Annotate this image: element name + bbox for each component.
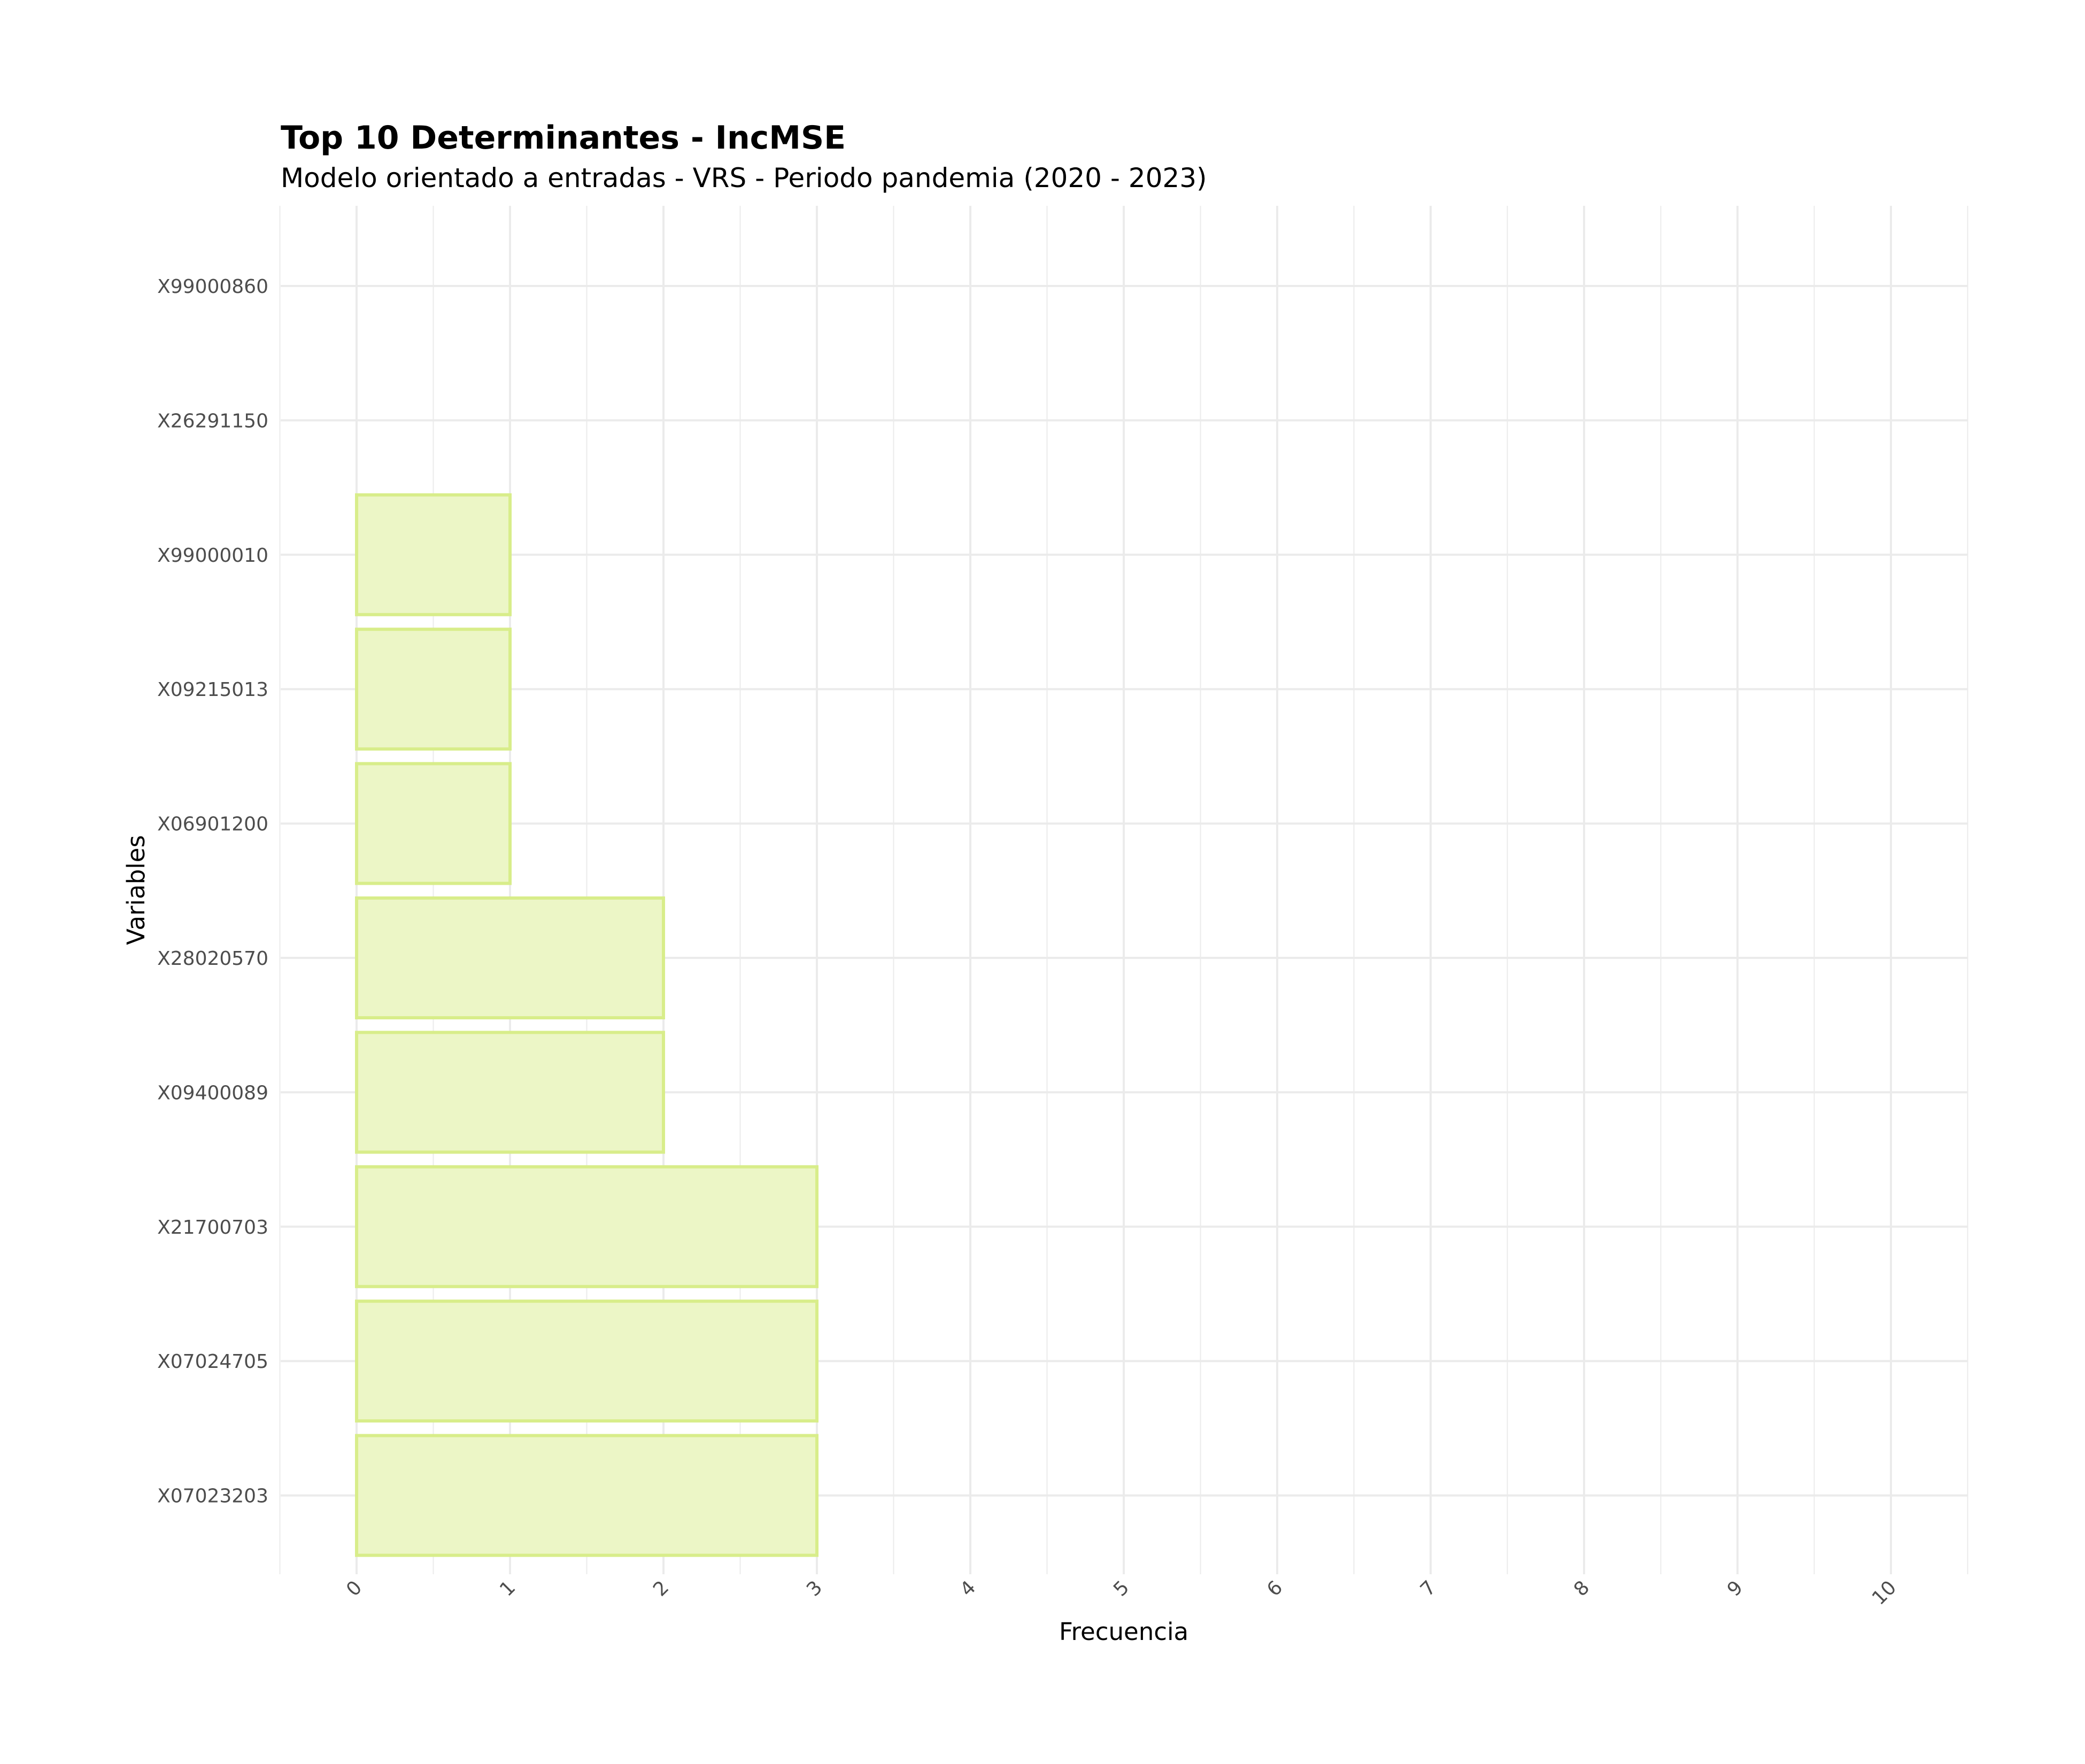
y-tick-label: X07023203 bbox=[157, 1486, 268, 1507]
y-tick-label: X99000860 bbox=[157, 276, 268, 298]
y-axis-title: Variables bbox=[122, 835, 150, 945]
bar-x07024705 bbox=[355, 1299, 818, 1423]
bar-x06901200 bbox=[355, 762, 512, 885]
bar-x99000010 bbox=[355, 493, 512, 616]
y-tick-label: X28020570 bbox=[157, 948, 268, 970]
y-tick-label: X09400089 bbox=[157, 1082, 268, 1104]
chart-subtitle: Modelo orientado a entradas - VRS - Peri… bbox=[281, 163, 1207, 194]
bar-x28020570 bbox=[355, 896, 665, 1019]
bar-x21700703 bbox=[355, 1165, 818, 1288]
x-axis-title: Frecuencia bbox=[1059, 1618, 1188, 1646]
bars bbox=[355, 493, 818, 1557]
y-tick-label: X99000010 bbox=[157, 545, 268, 567]
y-axis-tick-labels: X99000860 X26291150 X99000010 X09215013 X069… bbox=[157, 276, 268, 1507]
chart-title: Top 10 Determinantes - IncMSE bbox=[281, 119, 846, 157]
y-tick-label: X06901200 bbox=[157, 814, 268, 835]
bar-x09215013 bbox=[355, 628, 512, 751]
y-tick-label: X21700703 bbox=[157, 1217, 268, 1239]
y-tick-label: X26291150 bbox=[157, 410, 268, 432]
y-tick-label: X07024705 bbox=[157, 1351, 268, 1373]
bar-x07023203 bbox=[355, 1434, 818, 1557]
y-tick-label: X09215013 bbox=[157, 679, 268, 701]
bar-x09400089 bbox=[355, 1031, 665, 1154]
